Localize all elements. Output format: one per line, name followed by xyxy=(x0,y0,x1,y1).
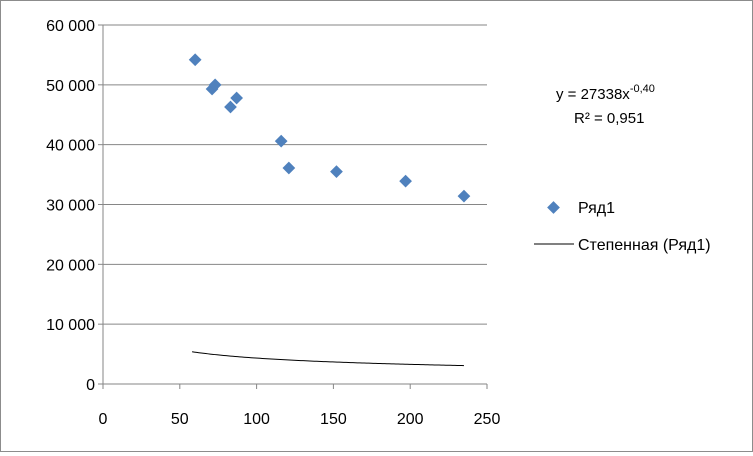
y-tick-label: 20 000 xyxy=(46,257,95,274)
x-tick-label: 200 xyxy=(397,411,424,428)
data-point xyxy=(330,165,343,178)
data-point xyxy=(274,134,288,148)
equation-base: y = 27338x xyxy=(556,86,630,103)
legend-diamond-marker xyxy=(547,201,560,214)
trendline-equation: y = 27338x-0,40 R² = 0,951 xyxy=(556,83,655,127)
x-tick-label: 0 xyxy=(99,411,108,428)
gridlines xyxy=(103,24,487,325)
equation-exponent: -0,40 xyxy=(630,83,655,95)
svg-text:y = 27338x-0,40: y = 27338x-0,40 xyxy=(556,83,655,103)
data-point xyxy=(399,174,412,188)
y-axis-tick-labels: 0 10 000 20 000 30 000 40 000 50 000 60 000 xyxy=(46,18,95,394)
x-tick-label: 150 xyxy=(320,411,347,428)
data-point xyxy=(457,189,471,203)
y-tick-label: 50 000 xyxy=(46,78,95,95)
trendline-layer xyxy=(192,351,464,367)
x-tick-label: 50 xyxy=(171,411,189,428)
y-tick-label: 30 000 xyxy=(46,198,95,215)
data-point xyxy=(188,53,202,67)
data-point xyxy=(282,161,296,175)
x-axis-tick-labels: 0 50 100 150 200 250 xyxy=(99,411,501,428)
data-points xyxy=(188,53,471,203)
legend: Ряд1 Степенная (Ряд1) xyxy=(534,200,711,254)
axes xyxy=(98,24,488,389)
r-squared-label: R² = 0,951 xyxy=(574,110,644,127)
legend-label-series: Ряд1 xyxy=(578,200,615,217)
y-tick-label: 60 000 xyxy=(46,18,95,35)
legend-label-trendline: Степенная (Ряд1) xyxy=(578,237,711,254)
data-point xyxy=(224,100,237,114)
y-tick-label: 0 xyxy=(86,377,95,394)
data-point xyxy=(208,78,222,92)
power-trendline xyxy=(192,351,464,367)
x-tick-label: 250 xyxy=(474,411,501,428)
x-tick-label: 100 xyxy=(243,411,270,428)
y-tick-label: 40 000 xyxy=(46,138,95,155)
y-tick-label: 10 000 xyxy=(46,317,95,334)
data-point xyxy=(230,91,243,105)
